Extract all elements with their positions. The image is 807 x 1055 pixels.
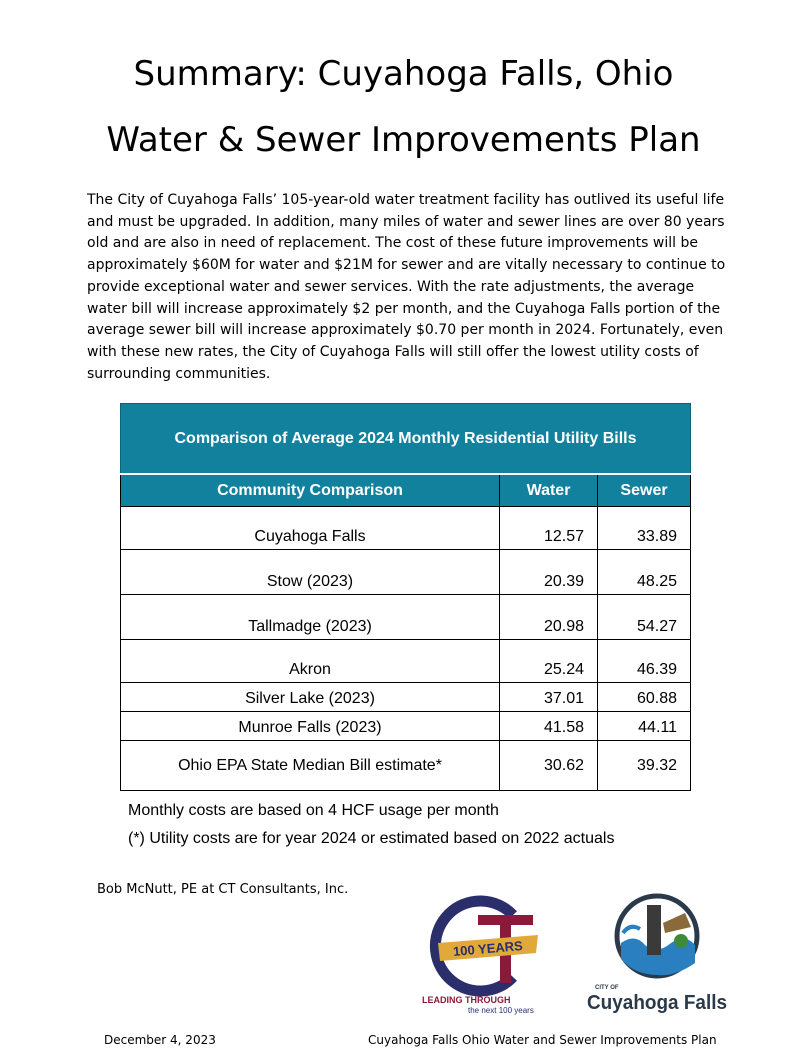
- table-row: Silver Lake (2023) 37.01 60.88: [120, 682, 691, 712]
- ct-ribbon: [438, 935, 538, 961]
- table-caption: Comparison of Average 2024 Monthly Resid…: [120, 403, 691, 475]
- water-cell: 25.24: [499, 639, 598, 683]
- community-cell: Tallmadge (2023): [120, 594, 500, 640]
- intro-paragraph: The City of Cuyahoga Falls’ 105-year-old…: [87, 192, 726, 382]
- water-cell: 20.98: [499, 594, 598, 640]
- table-row: Stow (2023) 20.39 48.25: [120, 549, 691, 595]
- table-row: Ohio EPA State Median Bill estimate* 30.…: [120, 740, 691, 791]
- cf-bridge: [663, 913, 691, 933]
- table-row: Munroe Falls (2023) 41.58 44.11: [120, 711, 691, 741]
- sewer-cell: 39.32: [597, 740, 691, 791]
- water-cell: 30.62: [499, 740, 598, 791]
- table-notes: Monthly costs are based on 4 HCF usage p…: [128, 797, 614, 853]
- cf-city-of: CITY OF: [595, 985, 619, 991]
- sewer-cell: 44.11: [597, 711, 691, 741]
- table-row: Akron 25.24 46.39: [120, 639, 691, 683]
- water-cell: 12.57: [499, 506, 598, 550]
- note-usage: Monthly costs are based on 4 HCF usage p…: [128, 802, 499, 819]
- cf-swirl-left: [621, 924, 642, 935]
- page-title-line-2: Water & Sewer Improvements Plan: [106, 120, 701, 160]
- cf-tower: [647, 905, 661, 955]
- author-credit: Bob McNutt, PE at CT Consultants, Inc.: [97, 882, 349, 897]
- ct-tagline-1: LEADING THROUGH: [422, 995, 511, 1005]
- water-cell: 20.39: [499, 549, 598, 595]
- water-cell: 41.58: [499, 711, 598, 741]
- column-header-water: Water: [499, 473, 598, 507]
- cuyahoga-falls-logo: CITY OF Cuyahoga Falls: [587, 893, 727, 1014]
- table-row: Tallmadge (2023) 20.98 54.27: [120, 594, 691, 640]
- footer-date: December 4, 2023: [104, 1033, 216, 1047]
- cf-name: Cuyahoga Falls: [587, 992, 727, 1014]
- ct-c-arc: [429, 895, 517, 997]
- ct-consultants-logo: 100 YEARS LEADING THROUGH the next 100 y…: [422, 895, 538, 1015]
- sewer-cell: 33.89: [597, 506, 691, 550]
- utility-comparison-table: Comparison of Average 2024 Monthly Resid…: [120, 403, 691, 791]
- column-header-sewer: Sewer: [597, 473, 691, 507]
- ct-years-text: 100 YEARS: [452, 938, 523, 959]
- sewer-cell: 48.25: [597, 549, 691, 595]
- community-cell: Akron: [120, 639, 500, 683]
- community-cell: Munroe Falls (2023): [120, 711, 500, 741]
- community-cell: Cuyahoga Falls: [120, 506, 500, 550]
- table-row: Cuyahoga Falls 12.57 33.89: [120, 506, 691, 550]
- sewer-cell: 54.27: [597, 594, 691, 640]
- sewer-cell: 46.39: [597, 639, 691, 683]
- cf-tree: [674, 934, 688, 948]
- page-title-line-1: Summary: Cuyahoga Falls, Ohio: [133, 54, 674, 94]
- note-footnote: (*) Utility costs are for year 2024 or e…: [128, 830, 615, 847]
- cf-water-wave: [621, 938, 695, 976]
- ct-tagline-2: the next 100 years: [468, 1006, 534, 1015]
- water-cell: 37.01: [499, 682, 598, 712]
- community-cell: Stow (2023): [120, 549, 500, 595]
- column-header-community: Community Comparison: [120, 473, 500, 507]
- sewer-cell: 60.88: [597, 682, 691, 712]
- community-cell: Ohio EPA State Median Bill estimate*: [120, 740, 500, 791]
- footer-plan-title: Cuyahoga Falls Ohio Water and Sewer Impr…: [368, 1033, 717, 1047]
- community-cell: Silver Lake (2023): [120, 682, 500, 712]
